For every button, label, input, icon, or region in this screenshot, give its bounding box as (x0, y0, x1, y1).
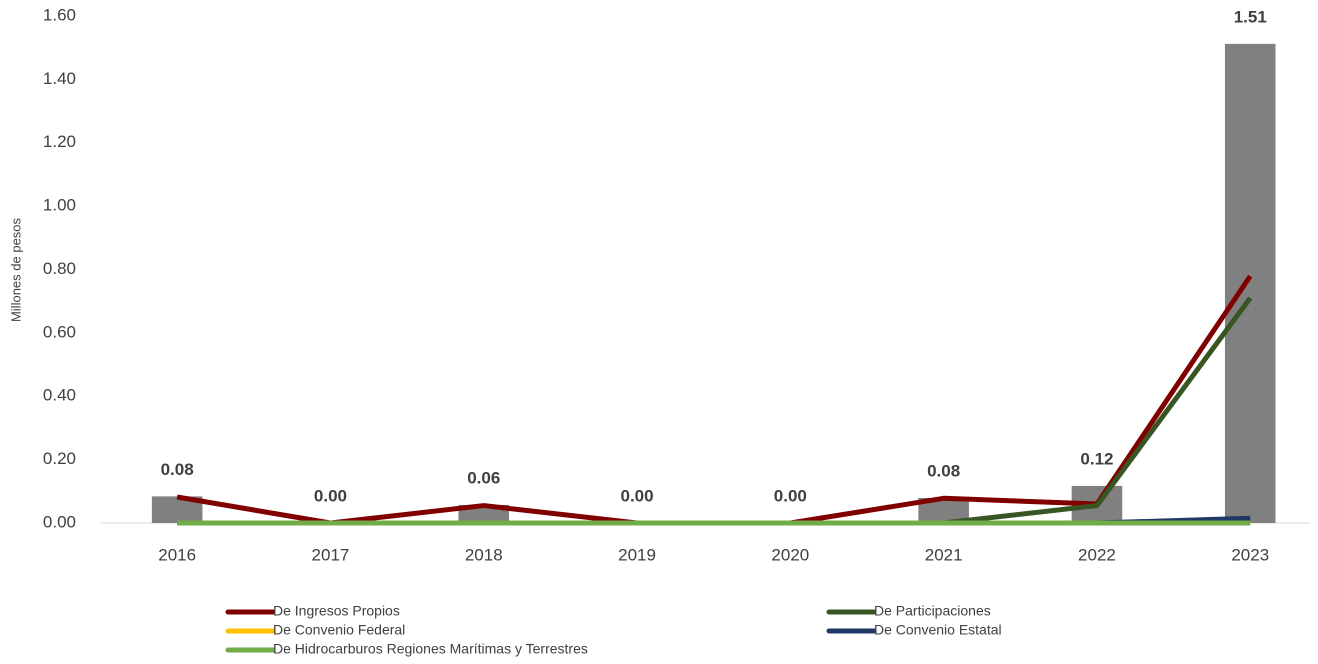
data-label: 0.12 (1080, 449, 1113, 468)
x-tick-label: 2017 (312, 545, 350, 564)
legend-label: De Hidrocarburos Regiones Marítimas y Te… (273, 641, 588, 657)
data-label: 0.08 (161, 460, 194, 479)
x-tick-label: 2021 (925, 545, 963, 564)
data-label: 1.51 (1234, 7, 1267, 26)
x-tick-label: 2016 (158, 545, 196, 564)
y-tick-label: 0.80 (43, 259, 76, 278)
data-label: 0.08 (927, 461, 960, 480)
x-tick-label: 2019 (618, 545, 656, 564)
legend-label: De Convenio Federal (273, 622, 405, 638)
x-tick-label: 2022 (1078, 545, 1116, 564)
y-tick-label: 0.40 (43, 386, 76, 405)
legend-label: De Ingresos Propios (273, 603, 400, 619)
data-label: 0.00 (621, 486, 654, 505)
x-tick-label: 2020 (771, 545, 809, 564)
legend-label: De Participaciones (874, 603, 991, 619)
data-label: 0.00 (314, 486, 347, 505)
x-tick-label: 2018 (465, 545, 503, 564)
y-tick-label: 1.40 (43, 69, 76, 88)
y-tick-label: 1.20 (43, 132, 76, 151)
y-tick-label: 1.00 (43, 196, 76, 215)
y-tick-label: 0.00 (43, 512, 76, 531)
y-tick-label: 1.60 (43, 5, 76, 24)
bar (1224, 43, 1276, 523)
data-label: 0.06 (467, 468, 500, 487)
x-tick-label: 2023 (1231, 545, 1269, 564)
y-tick-label: 0.60 (43, 322, 76, 341)
y-tick-label: 0.20 (43, 449, 76, 468)
y-axis-label: Millones de pesos (8, 217, 23, 322)
data-label: 0.00 (774, 486, 807, 505)
legend-label: De Convenio Estatal (874, 622, 1002, 638)
